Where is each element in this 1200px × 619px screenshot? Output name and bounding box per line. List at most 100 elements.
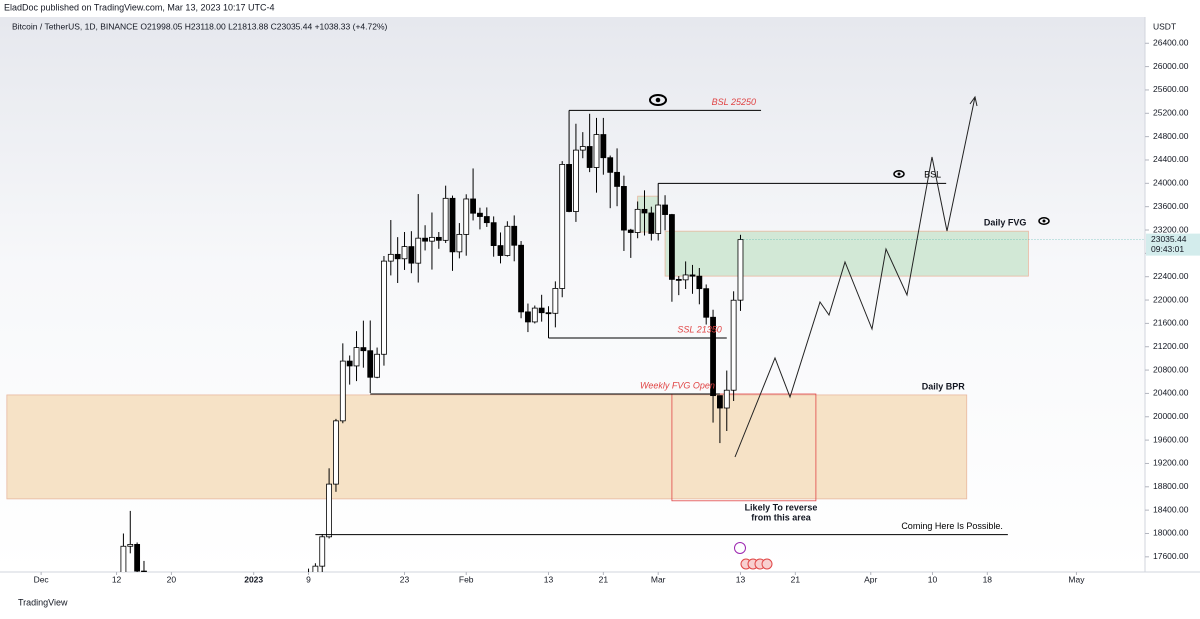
projection-arrow — [969, 95, 978, 107]
candle-body — [641, 208, 648, 214]
y-tick-label: 17600.00 — [1153, 551, 1189, 561]
candle-body — [319, 536, 326, 567]
candle-body — [634, 208, 641, 233]
x-tick-label: 21 — [791, 574, 801, 584]
candle-body — [381, 260, 387, 355]
zone-label: Daily FVG — [984, 218, 1027, 228]
candle-body — [374, 353, 380, 378]
candle-body — [682, 274, 689, 281]
candle-body — [401, 246, 408, 260]
candle-body — [696, 275, 703, 290]
candles — [120, 110, 744, 595]
candle-body — [531, 307, 538, 323]
candle-body — [504, 225, 511, 256]
price-axis-background — [1145, 17, 1200, 572]
note: from this area — [751, 512, 812, 522]
zone — [664, 230, 1029, 277]
candle-body — [483, 216, 490, 224]
candle-body — [408, 246, 415, 264]
candle-body — [353, 347, 360, 367]
y-tick-label: 19600.00 — [1153, 434, 1189, 444]
candle-body — [141, 570, 147, 572]
y-tick-label: 20800.00 — [1153, 364, 1189, 374]
axis-unit: USDT — [1153, 21, 1176, 31]
zone-label: Daily BPR — [922, 381, 966, 391]
candle-body — [669, 214, 675, 280]
event-icons — [734, 542, 773, 570]
candle-body — [394, 253, 401, 260]
level-label: SSL 21350 — [677, 324, 721, 334]
x-tick-label: 9 — [306, 574, 311, 584]
candle-body — [422, 237, 428, 242]
candle-body — [333, 420, 339, 485]
candle-body — [339, 360, 346, 422]
candle-body — [449, 197, 456, 253]
candle-body — [429, 236, 435, 242]
price-tag-value: 23035.44 — [1151, 234, 1187, 244]
candle-body — [435, 236, 442, 241]
candle-body — [723, 389, 730, 409]
level-label: Weekly FVG Open — [640, 380, 715, 390]
y-tick-label: 26400.00 — [1153, 38, 1189, 48]
x-tick-label: 13 — [736, 574, 746, 584]
x-tick-label: 2023 — [244, 574, 263, 584]
level-label: BSL — [924, 170, 941, 180]
price-tag-countdown: 09:43:01 — [1151, 244, 1184, 254]
eye-icon — [1038, 217, 1050, 225]
zone — [637, 195, 659, 233]
candle-body — [477, 212, 483, 217]
y-tick-label: 25200.00 — [1153, 108, 1189, 118]
y-tick-label: 18800.00 — [1153, 481, 1189, 491]
x-tick-label: 20 — [167, 574, 177, 584]
y-tick-label: 21600.00 — [1153, 318, 1189, 328]
candle-body — [525, 311, 531, 323]
candle-body — [600, 134, 607, 159]
x-tick-label: 10 — [928, 574, 938, 584]
y-tick-label: 22400.00 — [1153, 271, 1189, 281]
zones — [6, 195, 1029, 502]
candle-body — [360, 347, 367, 352]
candle-body — [463, 198, 470, 235]
y-tick-label: 23600.00 — [1153, 201, 1189, 211]
candle-body — [442, 197, 449, 241]
x-tick-label: 21 — [599, 574, 609, 584]
candle-body — [497, 245, 504, 256]
y-tick-label: 18400.00 — [1153, 504, 1189, 514]
candle-body — [346, 360, 353, 367]
candle-body — [490, 222, 497, 246]
candle-body — [134, 543, 141, 572]
layers: Daily BPR Daily FVG BSL 25250 BSL SSL 21350 W… — [6, 97, 1029, 595]
candle-body — [675, 278, 682, 281]
candle-body — [607, 157, 614, 173]
zone — [6, 394, 968, 500]
zone — [671, 393, 817, 502]
candle-body — [511, 225, 518, 246]
eye-icon — [893, 170, 905, 178]
y-tick-label: 24000.00 — [1153, 178, 1189, 188]
y-tick-label: 25600.00 — [1153, 84, 1189, 94]
x-tick-label: 18 — [983, 574, 993, 584]
candle-body — [538, 307, 545, 314]
candle-body — [662, 204, 668, 215]
candle-body — [621, 186, 627, 231]
annotations: Daily BPR Daily FVG BSL 25250 BSL SSL 21350 W… — [315, 97, 1027, 536]
candle-body — [737, 239, 744, 301]
y-tick-label: 22000.00 — [1153, 294, 1189, 304]
level-label: BSL 25250 — [712, 97, 756, 107]
y-tick-label: 24400.00 — [1153, 154, 1189, 164]
x-tick-label: Dec — [34, 574, 50, 584]
candle-body — [710, 316, 716, 397]
candle-body — [326, 483, 333, 538]
candle-body — [703, 288, 710, 318]
y-tick-label: 21200.00 — [1153, 341, 1189, 351]
x-tick-label: 13 — [544, 574, 554, 584]
candle-body — [648, 212, 655, 234]
candle-body — [627, 229, 634, 233]
candle-body — [655, 204, 662, 234]
candle-body — [593, 134, 600, 168]
candle-body — [299, 584, 304, 595]
x-tick-label: 12 — [112, 574, 122, 584]
